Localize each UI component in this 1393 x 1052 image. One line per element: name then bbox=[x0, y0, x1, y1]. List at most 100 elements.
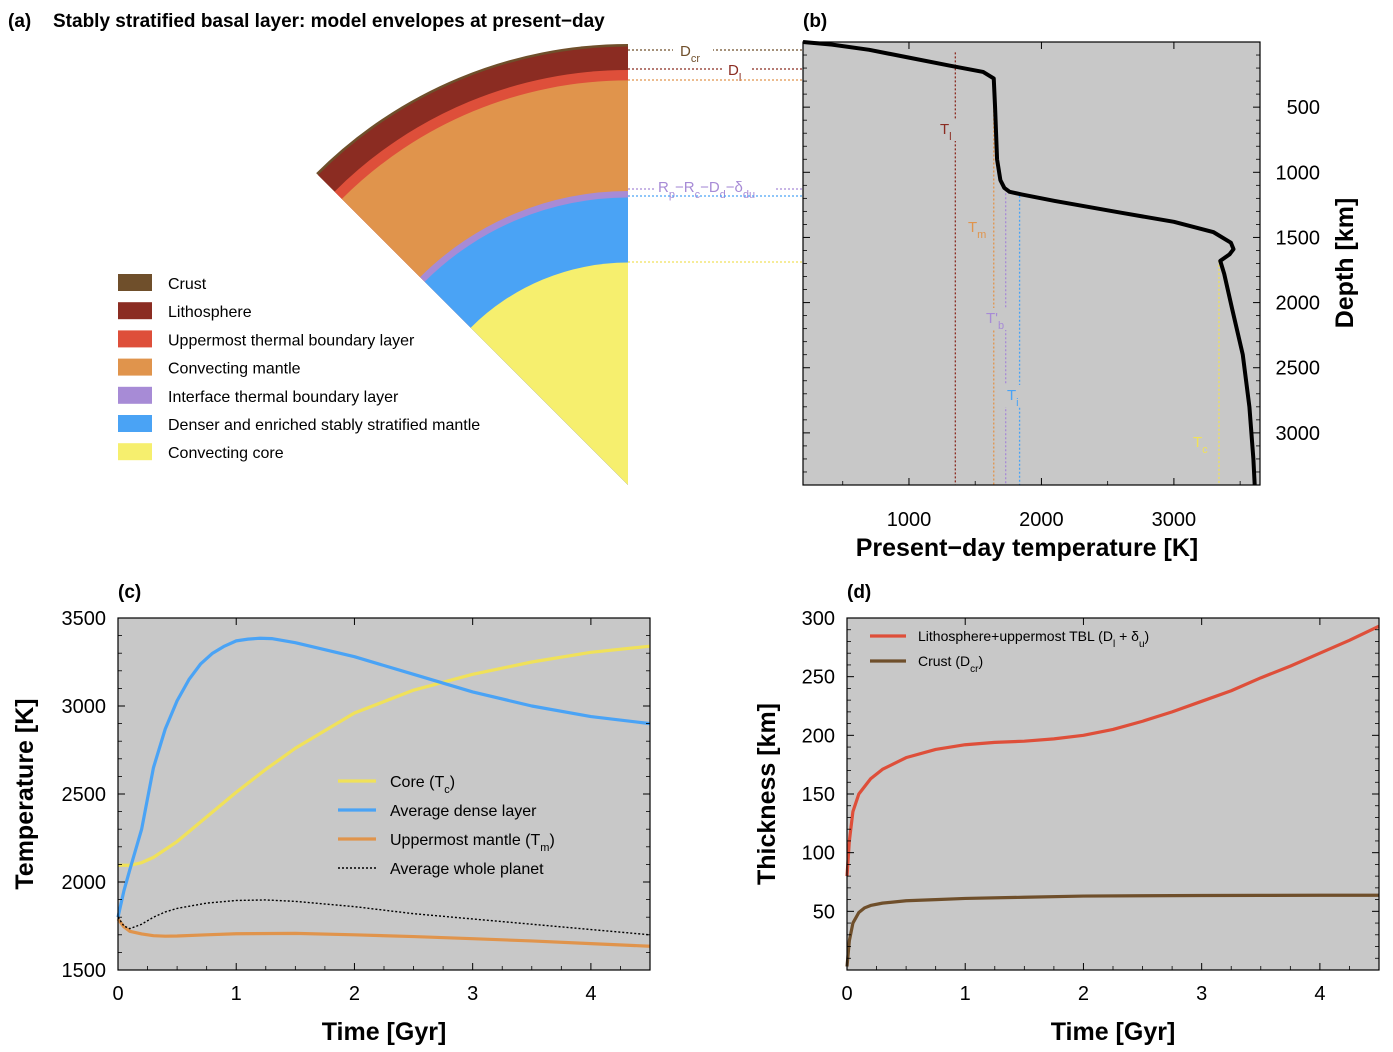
y-tick-label: 1000 bbox=[1276, 162, 1321, 184]
panel-d-plot-area bbox=[847, 618, 1379, 970]
legend-label-0: Lithosphere+uppermost TBL (Dl + δu) bbox=[918, 628, 1149, 650]
panel-b-x-axis-title: Present−day temperature [K] bbox=[856, 534, 1198, 562]
D-l-label-bg bbox=[722, 58, 752, 80]
legend-label-core: Convecting core bbox=[168, 445, 284, 462]
x-tick-label: 1000 bbox=[887, 509, 932, 531]
legend-label-main: Core (T bbox=[390, 774, 444, 791]
x-tick-label: 1 bbox=[960, 983, 971, 1005]
T-b-label: T'b bbox=[986, 310, 1004, 332]
panel-d-x-axis-title: Time [Gyr] bbox=[1051, 1018, 1176, 1046]
T-m-label: Tm bbox=[968, 219, 986, 241]
y-tick-label: 2000 bbox=[62, 872, 107, 894]
T-i-label: Ti bbox=[1007, 387, 1019, 409]
legend-label-dense_layer: Denser and enriched stably stratified ma… bbox=[168, 417, 480, 434]
y-tick-label: 300 bbox=[802, 608, 835, 630]
y-tick-label: 50 bbox=[813, 901, 835, 923]
legend-swatch-lithosphere bbox=[118, 302, 152, 320]
legend-label-part: ) bbox=[1145, 628, 1150, 644]
legend-swatch-dense_layer bbox=[118, 415, 152, 432]
T-l-label-main: T bbox=[940, 121, 949, 138]
panel-d-legend: Lithosphere+uppermost TBL (Dl + δu) Crust… bbox=[870, 628, 1149, 675]
legend-label-2: Uppermost mantle (Tm) bbox=[390, 832, 555, 854]
legend-swatch-core bbox=[118, 443, 152, 461]
series-line-1 bbox=[116, 636, 651, 918]
y-tick-label: 200 bbox=[802, 725, 835, 747]
interface-label-bg bbox=[654, 176, 776, 198]
series-line-2 bbox=[116, 918, 651, 948]
panel-b-y-axis-title: Depth [km] bbox=[1331, 198, 1359, 329]
planet-cross-section bbox=[316, 44, 628, 486]
panel-c-x-axis-title: Time [Gyr] bbox=[322, 1018, 447, 1046]
D-cr-label: Dcr bbox=[680, 43, 700, 65]
x-tick-label: 3 bbox=[467, 983, 478, 1005]
T-l-label-sub: l bbox=[949, 131, 951, 143]
legend-label-part: Crust (D bbox=[918, 653, 970, 669]
x-tick-label: 3 bbox=[1196, 983, 1207, 1005]
legend-label-post: ) bbox=[450, 774, 455, 791]
x-tick-label: 0 bbox=[841, 983, 852, 1005]
panel-a-label: (a) bbox=[8, 11, 31, 32]
legend-label-crust: Crust bbox=[168, 276, 207, 293]
panel-b-label: (b) bbox=[803, 11, 827, 32]
legend-label-sub: c bbox=[444, 784, 450, 796]
legend-label-part: ) bbox=[978, 653, 983, 669]
y-tick-label: 150 bbox=[802, 784, 835, 806]
legend-swatch-crust bbox=[118, 274, 152, 291]
panel-c-label: (c) bbox=[118, 582, 141, 603]
y-tick-label: 3000 bbox=[1276, 423, 1321, 445]
x-tick-label: 4 bbox=[1314, 983, 1325, 1005]
T-m-label-main: T bbox=[968, 219, 977, 236]
temperature-profile-line bbox=[802, 40, 1257, 486]
panel-c-legend: Core (Tc) Average dense layer Uppermost ma… bbox=[338, 774, 555, 878]
panel-d: (d) 0 1 2 3 4 50 100 150 200 250 300 Time [Gyr] Thick… bbox=[753, 582, 1380, 1046]
T-i-label-sub: i bbox=[1016, 397, 1018, 409]
interface-label: Rp−Rc−Dd−δdu bbox=[658, 179, 755, 201]
legend-label-main: Uppermost mantle (T bbox=[390, 832, 540, 849]
panel-a-title: Stably stratified basal layer: model env… bbox=[53, 11, 605, 32]
legend-label-sub: u bbox=[1139, 639, 1145, 650]
T_m-label-bg bbox=[965, 217, 989, 239]
legend-label-main: Average whole planet bbox=[390, 861, 544, 878]
legend-label-main: Average dense layer bbox=[390, 803, 537, 820]
panel-b-plot-area bbox=[803, 42, 1260, 485]
y-tick-label: 100 bbox=[802, 843, 835, 865]
wedge-core bbox=[470, 262, 628, 485]
T-l-label: Tl bbox=[940, 121, 952, 143]
x-tick-label: 2000 bbox=[1019, 509, 1064, 531]
legend-label-conv_mantle: Convecting mantle bbox=[168, 361, 301, 378]
panel-d-y-axis-title: Thickness [km] bbox=[753, 703, 781, 885]
T-b-label-main: T' bbox=[986, 310, 998, 327]
legend-label-1: Crust (Dcr) bbox=[918, 653, 983, 675]
T_c-label-bg bbox=[1190, 432, 1214, 454]
series-line-0 bbox=[845, 624, 1380, 877]
T-c-label: Tc bbox=[1193, 434, 1208, 456]
x-tick-label: 4 bbox=[585, 983, 596, 1005]
x-tick-label: 3000 bbox=[1152, 509, 1197, 531]
T_i-label-bg bbox=[1004, 385, 1028, 407]
T_l-label-bg bbox=[937, 119, 961, 141]
y-tick-label: 3500 bbox=[62, 608, 107, 630]
y-tick-label: 1500 bbox=[62, 960, 107, 982]
y-tick-label: 2500 bbox=[62, 784, 107, 806]
D-l-label: Dl bbox=[728, 62, 741, 84]
y-tick-label: 2500 bbox=[1276, 358, 1321, 380]
y-tick-label: 3000 bbox=[62, 696, 107, 718]
series-line-0 bbox=[118, 644, 651, 867]
panel-c: (c) 0 1 2 3 4 1500 2000 2500 3000 3500 Time [Gyr] Te… bbox=[11, 582, 651, 1046]
legend-label-part: + δ bbox=[1115, 628, 1139, 644]
y-tick-label: 250 bbox=[802, 667, 835, 689]
legend-label-lithosphere: Lithosphere bbox=[168, 304, 252, 321]
legend-label-0: Core (Tc) bbox=[390, 774, 455, 796]
panel-d-label: (d) bbox=[847, 582, 871, 603]
panel-c-y-axis-title: Temperature [K] bbox=[11, 698, 39, 889]
y-tick-label: 500 bbox=[1287, 97, 1320, 119]
series-line-1 bbox=[845, 893, 1379, 967]
T-i-label-main: T bbox=[1007, 387, 1016, 404]
x-tick-label: 2 bbox=[349, 983, 360, 1005]
legend-swatch-upper_tbl bbox=[118, 330, 152, 348]
legend-label-interface_tbl: Interface thermal boundary layer bbox=[168, 389, 399, 406]
legend-swatch-interface_tbl bbox=[118, 386, 152, 404]
x-tick-label: 1 bbox=[231, 983, 242, 1005]
